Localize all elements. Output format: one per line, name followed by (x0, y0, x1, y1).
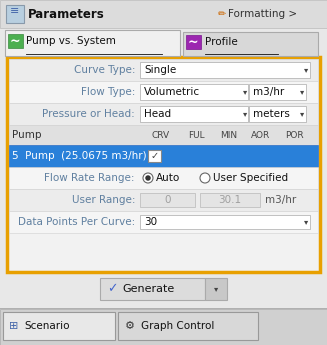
Text: Single: Single (144, 65, 176, 75)
Text: User Range:: User Range: (72, 195, 135, 205)
Text: FUL: FUL (188, 130, 204, 139)
Text: ✓: ✓ (107, 283, 117, 296)
Bar (183, 32, 318, 56)
Circle shape (200, 173, 210, 183)
Bar (0, 28, 327, 58)
Text: ▾: ▾ (304, 66, 308, 75)
Bar (9, 189, 318, 211)
Text: ✏: ✏ (218, 9, 226, 19)
Text: Pressure or Head:: Pressure or Head: (42, 109, 135, 119)
Bar (9, 103, 318, 125)
Text: Formatting >: Formatting > (228, 9, 297, 19)
Bar (118, 312, 258, 340)
Bar (249, 84, 306, 100)
Text: 5  Pump  (25.0675 m3/hr): 5 Pump (25.0675 m3/hr) (12, 151, 146, 161)
Text: ▾: ▾ (300, 88, 304, 97)
Bar (100, 278, 205, 300)
Bar (249, 106, 306, 122)
Text: m3/hr: m3/hr (253, 87, 284, 97)
Bar (9, 211, 318, 233)
Text: ~: ~ (188, 36, 198, 49)
Text: Pump vs. System: Pump vs. System (26, 36, 116, 46)
Bar (140, 215, 310, 229)
Bar (3, 312, 115, 340)
Text: ✓: ✓ (150, 151, 159, 161)
Bar (9, 81, 318, 103)
Text: Head: Head (144, 109, 171, 119)
Text: meters: meters (253, 109, 290, 119)
Text: ~: ~ (10, 34, 20, 48)
Text: Generate: Generate (122, 284, 174, 294)
Text: Flow Rate Range:: Flow Rate Range: (44, 173, 135, 183)
Text: Pump: Pump (12, 130, 42, 140)
Text: Flow Type:: Flow Type: (81, 87, 135, 97)
Text: ≡: ≡ (10, 6, 20, 16)
Bar (0, 0, 327, 28)
Text: Data Points Per Curve:: Data Points Per Curve: (18, 217, 135, 227)
Text: 30.1: 30.1 (218, 195, 242, 205)
Bar (140, 84, 248, 100)
Circle shape (145, 175, 151, 181)
Bar (140, 106, 248, 122)
Bar (200, 193, 260, 207)
Text: ▾: ▾ (243, 109, 247, 118)
Bar (6, 5, 24, 23)
Text: m3/hr: m3/hr (265, 195, 296, 205)
Text: ▾: ▾ (304, 217, 308, 227)
Text: Scenario: Scenario (24, 321, 70, 331)
Text: User Specified: User Specified (213, 173, 288, 183)
Text: AOR: AOR (251, 130, 271, 139)
Text: Graph Control: Graph Control (141, 321, 215, 331)
Text: Auto: Auto (156, 173, 180, 183)
Text: ▾: ▾ (214, 285, 218, 294)
Bar (205, 278, 227, 300)
Text: CRV: CRV (152, 130, 170, 139)
Text: Volumetric: Volumetric (144, 87, 200, 97)
Bar (0, 309, 327, 345)
Bar (186, 35, 201, 49)
Bar (5, 30, 180, 56)
Text: 30: 30 (144, 217, 157, 227)
Bar (140, 193, 195, 207)
Text: ▾: ▾ (300, 109, 304, 118)
Text: Parameters: Parameters (28, 8, 105, 20)
Bar (148, 150, 161, 162)
Text: ▾: ▾ (243, 88, 247, 97)
Circle shape (143, 173, 153, 183)
Text: MIN: MIN (220, 130, 237, 139)
Bar (9, 125, 318, 145)
Bar (8, 34, 23, 48)
Bar (9, 145, 318, 167)
Text: ⊞: ⊞ (9, 321, 19, 331)
Bar (7, 57, 320, 272)
Text: ⚙: ⚙ (125, 321, 135, 331)
Bar (140, 62, 310, 78)
Text: Profile: Profile (205, 37, 238, 47)
Text: Curve Type:: Curve Type: (74, 65, 135, 75)
Bar (9, 59, 318, 81)
Text: 0: 0 (165, 195, 171, 205)
Bar (0, 308, 327, 309)
Bar (9, 167, 318, 189)
Text: POR: POR (285, 130, 303, 139)
